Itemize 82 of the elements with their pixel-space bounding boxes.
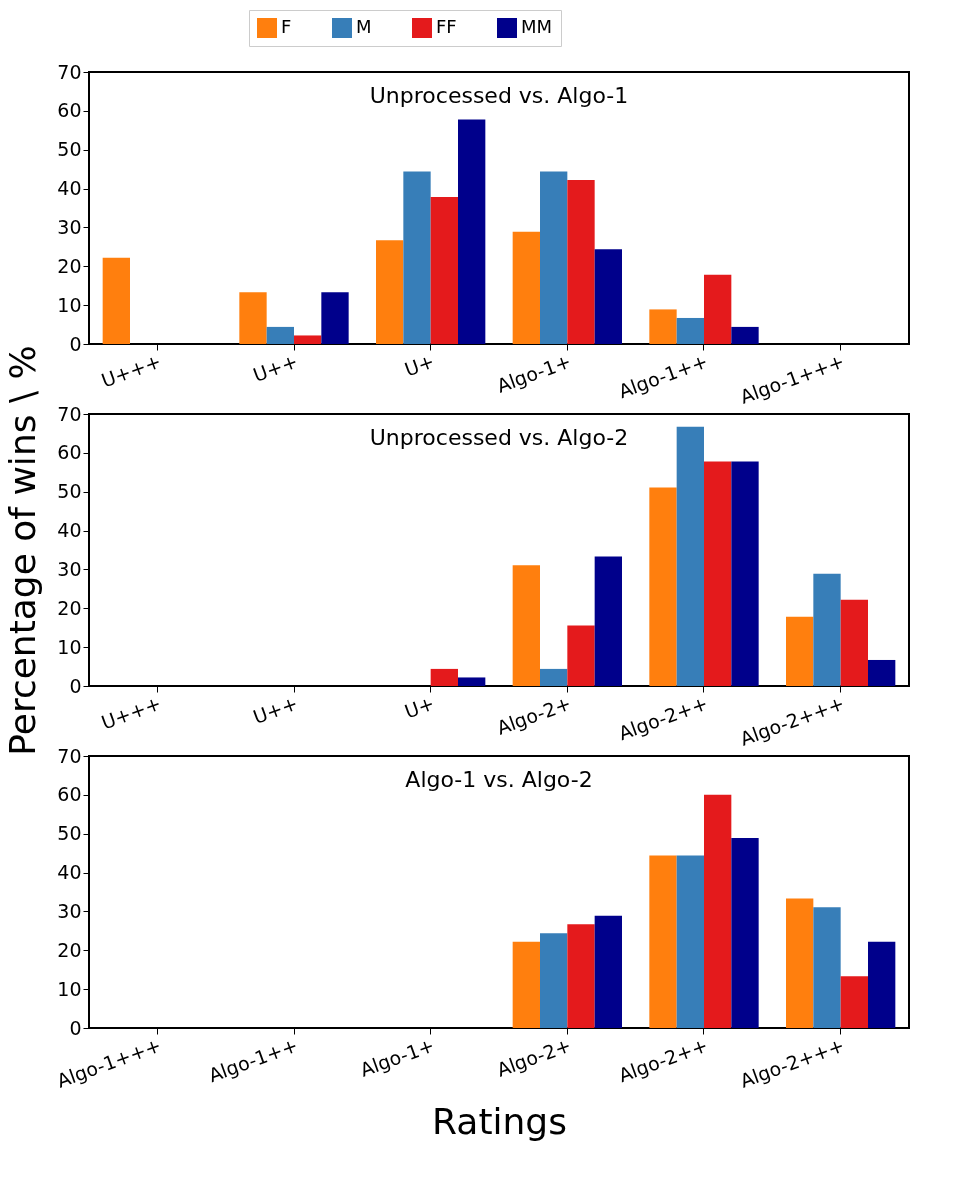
y-tick-label: 20 — [57, 596, 82, 619]
y-tick-label: 20 — [57, 938, 82, 961]
y-tick-label: 70 — [57, 402, 82, 425]
bar — [512, 941, 540, 1028]
bar — [458, 677, 486, 686]
y-tick-label: 10 — [57, 293, 82, 316]
y-tick-label: 50 — [57, 138, 82, 161]
bar — [266, 326, 294, 344]
y-tick-label: 30 — [57, 899, 82, 922]
bar — [840, 599, 868, 686]
y-tick-label: 60 — [57, 441, 82, 464]
bar — [868, 659, 896, 686]
y-tick-label: 20 — [57, 254, 82, 277]
bar — [512, 231, 540, 344]
y-axis-title: Percentage of wins \ % — [2, 345, 44, 756]
y-tick-label: 10 — [57, 977, 82, 1000]
bar — [321, 292, 349, 344]
y-tick-label: 70 — [57, 60, 82, 83]
bar — [430, 197, 458, 344]
bar — [540, 933, 568, 1028]
bar — [458, 119, 486, 344]
bar — [731, 461, 759, 686]
bar — [594, 556, 622, 686]
bar — [840, 976, 868, 1028]
y-tick-label: 60 — [57, 99, 82, 122]
bar — [676, 855, 704, 1028]
y-tick-label: 10 — [57, 635, 82, 658]
text: Algo-1 vs. Algo-2 — [405, 767, 593, 792]
bar — [540, 171, 568, 344]
legend-label: FF — [436, 16, 457, 37]
bar — [649, 487, 677, 686]
bar — [102, 257, 130, 344]
bar — [676, 426, 704, 686]
bar — [594, 915, 622, 1028]
bar — [786, 616, 814, 686]
bar — [540, 668, 568, 686]
x-tick-label: U+++ — [98, 349, 164, 392]
bar — [512, 565, 540, 686]
bar — [676, 317, 704, 344]
x-tick-label: U+ — [401, 691, 438, 723]
bar — [403, 171, 431, 344]
bar — [813, 573, 841, 686]
y-tick-label: 50 — [57, 480, 82, 503]
bar — [430, 668, 458, 686]
bar — [594, 249, 622, 344]
bar — [786, 898, 814, 1028]
x-tick-label: U+++ — [98, 691, 164, 734]
bar — [649, 855, 677, 1028]
bar — [294, 335, 322, 344]
bar — [704, 794, 732, 1028]
y-tick-label: 40 — [57, 519, 82, 542]
y-tick-label: 40 — [57, 861, 82, 884]
bar — [567, 625, 595, 686]
y-tick-label: 0 — [69, 674, 82, 697]
y-tick-label: 0 — [69, 332, 82, 355]
x-axis-title: Ratings — [432, 1100, 567, 1142]
bar — [868, 941, 896, 1028]
legend-label: M — [356, 16, 372, 37]
x-tick-label: U++ — [249, 349, 301, 386]
bar — [239, 292, 267, 344]
y-tick-label: 70 — [57, 744, 82, 767]
bar — [813, 907, 841, 1028]
y-tick-label: 60 — [57, 783, 82, 806]
bar — [567, 180, 595, 344]
bar — [731, 326, 759, 344]
legend-label: MM — [521, 16, 553, 37]
bar — [731, 837, 759, 1028]
x-tick-label: U+ — [401, 349, 438, 381]
y-tick-label: 40 — [57, 177, 82, 200]
bar — [567, 924, 595, 1028]
y-tick-label: 0 — [69, 1016, 82, 1039]
y-tick-label: 50 — [57, 822, 82, 845]
bar — [649, 309, 677, 344]
y-tick-label: 30 — [57, 557, 82, 580]
text: Unprocessed vs. Algo-2 — [369, 425, 629, 450]
text: Unprocessed vs. Algo-1 — [369, 83, 629, 108]
y-tick-label: 30 — [57, 215, 82, 238]
legend-label: F — [281, 16, 292, 37]
bar — [376, 240, 404, 344]
x-tick-label: U++ — [249, 691, 301, 728]
bar — [704, 461, 732, 686]
bar — [704, 274, 732, 344]
